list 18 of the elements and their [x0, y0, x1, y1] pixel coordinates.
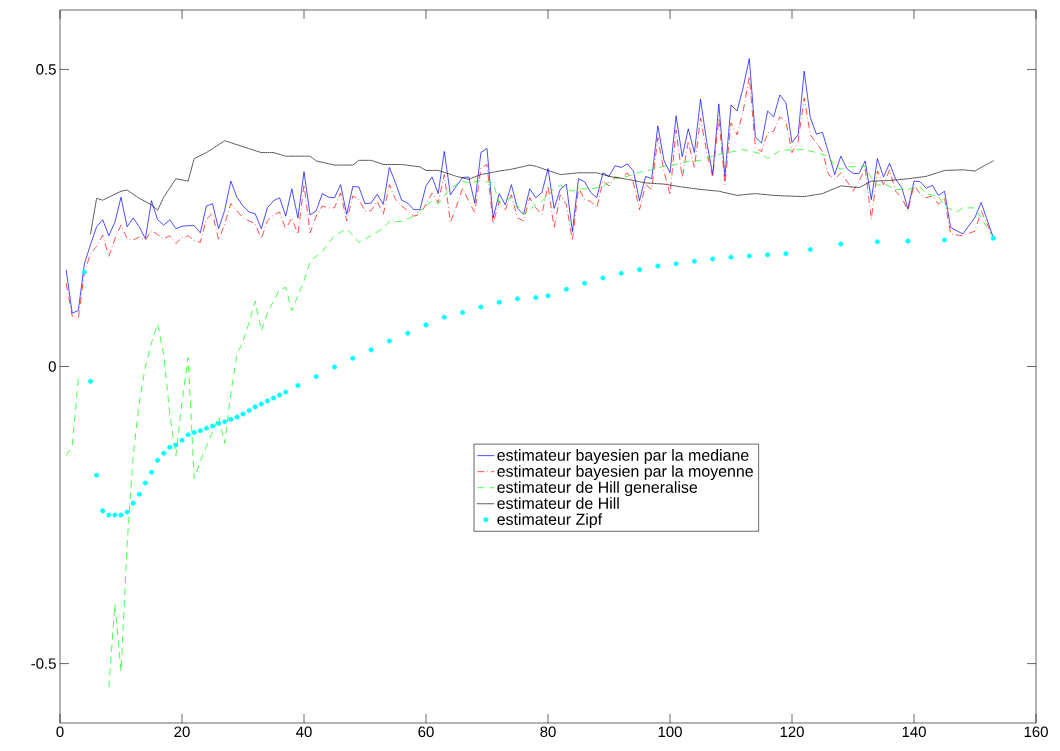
y-tick-label: 0: [48, 361, 56, 372]
legend-label: estimateur Zipf: [497, 513, 603, 529]
legend-label: estimateur de Hill: [497, 497, 619, 509]
x-tick-label: 40: [296, 726, 312, 738]
y-tick-label: 0.5: [36, 64, 56, 75]
x-tick-label: 100: [658, 726, 682, 738]
x-tick-label: 140: [902, 726, 926, 738]
line-series: [90, 140, 994, 235]
legend-label: estimateur bayesien par la moyenne: [497, 465, 753, 481]
x-tick-label: 160: [1024, 726, 1048, 738]
y-tick-label: -0.5: [31, 658, 56, 669]
legend-label: estimateur de Hill generalise: [497, 481, 698, 497]
x-tick-label: 120: [780, 726, 804, 738]
x-tick-label: 0: [56, 726, 64, 738]
x-tick-label: 20: [174, 726, 190, 738]
x-tick-label: 80: [540, 726, 556, 738]
x-tick-label: 60: [418, 726, 434, 738]
legend-label: estimateur bayesien par la mediane: [497, 449, 749, 464]
